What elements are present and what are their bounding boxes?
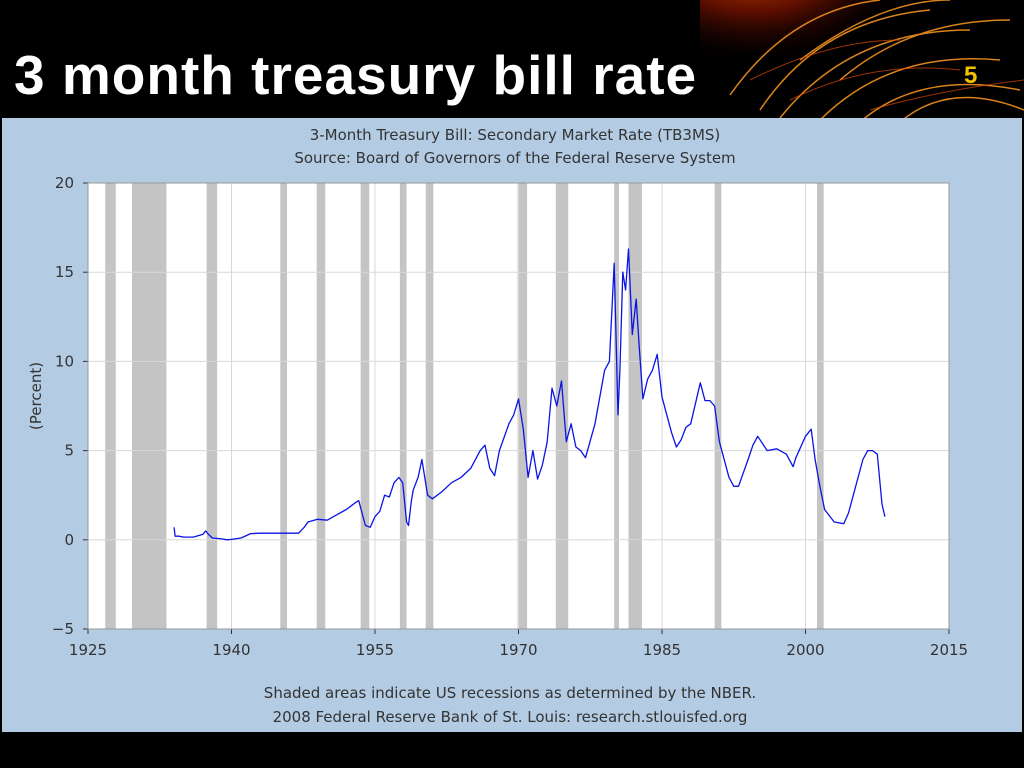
footnote-source: 2008 Federal Reserve Bank of St. Louis: … [273, 708, 748, 726]
y-axis-label: (Percent) [27, 362, 45, 430]
slide-number: 5 [964, 62, 978, 89]
series-line [173, 248, 886, 541]
x-tick-label: 1985 [643, 641, 681, 659]
recession-band [399, 183, 407, 629]
recession-band [816, 183, 824, 629]
x-tick-label: 2015 [930, 641, 968, 659]
recession-band [132, 183, 167, 629]
y-tick-label: 0 [64, 531, 74, 549]
x-tick-label: 1955 [356, 641, 394, 659]
y-tick-label: 10 [55, 352, 74, 370]
recession-band [316, 183, 326, 629]
x-tick-label: 2000 [786, 641, 824, 659]
y-tick-label: 5 [64, 442, 74, 460]
series-layer [173, 248, 886, 541]
recession-band [280, 183, 287, 629]
y-tick-label: 20 [55, 174, 74, 192]
recession-bands [105, 183, 824, 629]
y-tick-label: −5 [52, 620, 74, 638]
recession-band [360, 183, 370, 629]
recession-band [555, 183, 569, 629]
fireworks-decoration [700, 0, 1024, 122]
x-tick-label: 1940 [212, 641, 250, 659]
recession-band [105, 183, 116, 629]
x-tick-label: 1970 [499, 641, 537, 659]
chart-title: 3-Month Treasury Bill: Secondary Market … [310, 126, 721, 144]
recession-band [425, 183, 434, 629]
footnote-recessions: Shaded areas indicate US recessions as d… [264, 684, 756, 702]
x-tick-label: 1925 [69, 641, 107, 659]
slide-title: 3 month treasury bill rate [14, 44, 698, 106]
chart-subtitle: Source: Board of Governors of the Federa… [294, 149, 735, 167]
recession-band [714, 183, 722, 629]
recession-band [517, 183, 528, 629]
recession-band [206, 183, 218, 629]
y-tick-label: 15 [55, 263, 74, 281]
recession-band [614, 183, 619, 629]
recession-band [628, 183, 642, 629]
plot-border [87, 182, 950, 630]
